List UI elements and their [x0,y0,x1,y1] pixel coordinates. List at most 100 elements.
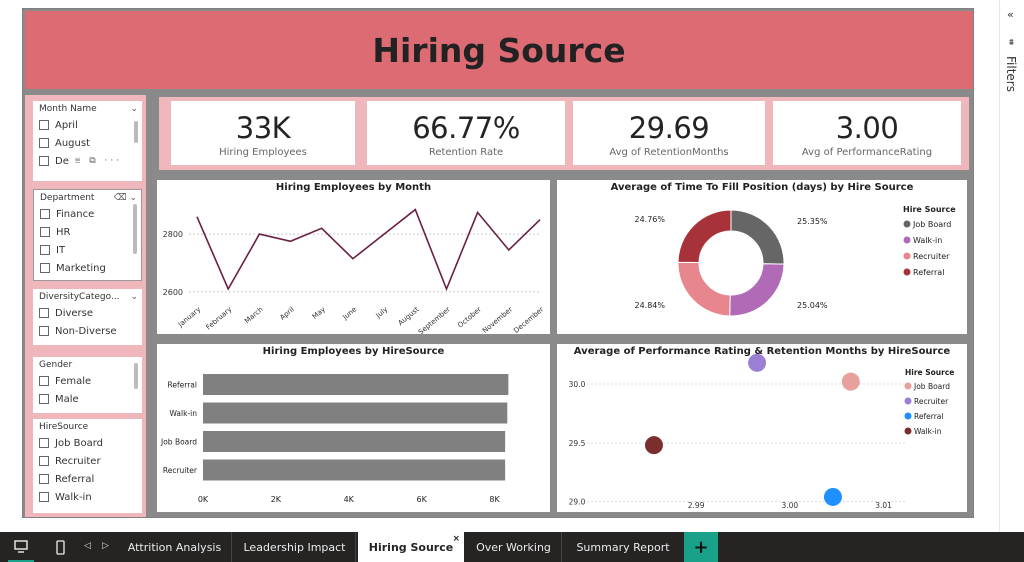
chart-title: Average of Time To Fill Position (days) … [610,182,914,193]
donut-chart: 25.35% 25.04% 24.84% 24.76% Hire Source Job B… [634,205,956,317]
line-chart-panel[interactable]: Hiring Employees by Month 2800 2600 Januar… [157,180,550,336]
tab-over-working[interactable]: Over Working [466,532,562,562]
add-page-button[interactable]: + [684,532,718,562]
kpi-value: 66.77% [412,111,520,145]
hiresource-slicer[interactable]: HireSource Job Board Recruiter Referral … [33,419,142,513]
checkbox[interactable] [39,394,49,404]
legend-marker [904,412,912,420]
scrollbar[interactable] [133,204,137,254]
checkbox[interactable] [39,138,49,148]
bar [203,402,508,424]
checkbox[interactable] [39,456,49,466]
scatter-point [823,487,842,506]
bar [203,459,506,481]
x-tick-label: 3.01 [875,501,892,510]
kpi-value: 29.69 [628,111,710,145]
chart-title: Hiring Employees by Month [275,182,432,193]
tab-summary-report[interactable]: Summary Report [576,540,670,554]
department-slicer[interactable]: Department ⌫ ⌄ Finance HR IT Marketing [33,189,142,281]
checkbox[interactable] [40,227,50,237]
y-category-label: Referral [168,381,197,390]
kpi-label: Hiring Employees [219,147,307,158]
slicer-option[interactable]: Walk-in [33,488,142,506]
bar-chart-panel[interactable]: Hiring Employees by HireSource Referral W… [157,344,550,512]
kpi-card-avg-retention-months[interactable]: 29.69 Avg of RetentionMonths [573,101,765,165]
legend-label: Job Board [912,220,951,229]
legend-label: Recruiter [913,252,950,261]
checkbox[interactable] [40,209,50,219]
checkbox[interactable] [39,376,49,386]
checkbox[interactable] [40,263,50,273]
filters-label[interactable]: Filters [1004,56,1018,92]
slicer-option[interactable]: Marketing [34,259,141,277]
donut-chart-panel[interactable]: Average of Time To Fill Position (days) … [557,180,967,334]
slicer-option[interactable]: Male [33,390,142,408]
gender-slicer[interactable]: Gender Female Male [33,357,142,413]
checkbox[interactable] [39,438,49,448]
next-page-icon[interactable]: ▷ [102,541,109,551]
visual-header-icons[interactable]: ⩸ ⧉ ··· [74,156,123,166]
y-tick-label: 2600 [163,288,183,297]
close-icon[interactable]: × [452,534,460,544]
slicer-option[interactable]: HR [34,223,141,241]
slicer-option[interactable]: Non-Diverse [33,322,142,340]
month-slicer[interactable]: Month Name ⌄ April August De ⩸ ⧉ ··· [33,101,142,181]
option-label: Diverse [55,307,94,319]
checkbox[interactable] [39,156,49,166]
legend-marker [903,268,911,276]
mobile-layout-icon[interactable] [52,532,68,562]
chevron-down-icon[interactable]: ⌄ [130,292,138,302]
kpi-label: Avg of PerformanceRating [801,147,933,158]
slicer-option[interactable]: Diverse [33,304,142,322]
slicer-option[interactable]: Finance [34,205,141,223]
slicer-option[interactable]: De ⩸ ⧉ ··· [33,152,142,170]
option-label: August [55,137,90,149]
checkbox[interactable] [39,326,49,336]
scrollbar[interactable] [134,363,138,389]
checkbox[interactable] [39,120,49,130]
scatter-chart-panel[interactable]: Average of Performance Rating & Retentio… [557,344,967,512]
tab-attrition-analysis[interactable]: Attrition Analysis [118,532,232,562]
slicer-option[interactable]: Recruiter [33,452,142,470]
kpi-card-avg-performance-rating[interactable]: 3.00 Avg of PerformanceRating [773,101,961,165]
diversity-slicer[interactable]: DiversityCatego... ⌄ Diverse Non-Diverse [33,289,142,345]
checkbox[interactable] [39,492,49,502]
slice-label: 24.84% [634,301,665,310]
slice-label: 25.35% [797,217,828,226]
scrollbar[interactable] [134,121,138,143]
slicer-option[interactable]: Female [33,372,142,390]
x-tick-label: 0K [198,495,209,504]
prev-page-icon[interactable]: ◁ [84,541,91,551]
kpi-row: 33K Hiring Employees 66.77% Retention Ra… [159,97,969,170]
page-title: Hiring Source [372,30,626,70]
kpi-card-retention-rate[interactable]: 66.77% Retention Rate [367,101,565,165]
kpi-card-hiring-employees[interactable]: 33K Hiring Employees [171,101,355,165]
donut-slice [677,209,732,264]
option-label: Male [55,393,79,405]
checkbox[interactable] [39,308,49,318]
tab-leadership-impact[interactable]: Leadership Impact [234,532,356,562]
desktop-layout-icon[interactable] [8,532,34,562]
legend-label: Referral [913,268,944,277]
tab-hiring-source[interactable]: Hiring Source × [358,532,464,562]
y-tick-label: 29.5 [569,439,586,448]
checkbox[interactable] [40,245,50,255]
slicer-option[interactable]: IT [34,241,141,259]
slicer-option[interactable]: Job Board [33,434,142,452]
legend-label: Referral [914,412,943,421]
scatter-point [841,372,860,391]
option-label: Walk-in [55,491,92,503]
eraser-icon[interactable]: ⌫ ⌄ [113,193,137,203]
y-category-label: Job Board [160,438,197,447]
bar [203,374,509,395]
collapse-icon[interactable]: « [1007,8,1014,21]
slicer-option[interactable]: April [33,116,142,134]
x-tick-label: February [205,305,234,331]
option-label: De [55,155,69,167]
option-label: Marketing [56,262,106,274]
checkbox[interactable] [39,474,49,484]
slicer-option[interactable]: August [33,134,142,152]
slicer-option[interactable]: Referral [33,470,142,488]
chevron-down-icon[interactable]: ⌄ [130,104,138,114]
filters-pane[interactable]: « ⩩ Filters [999,0,1024,532]
